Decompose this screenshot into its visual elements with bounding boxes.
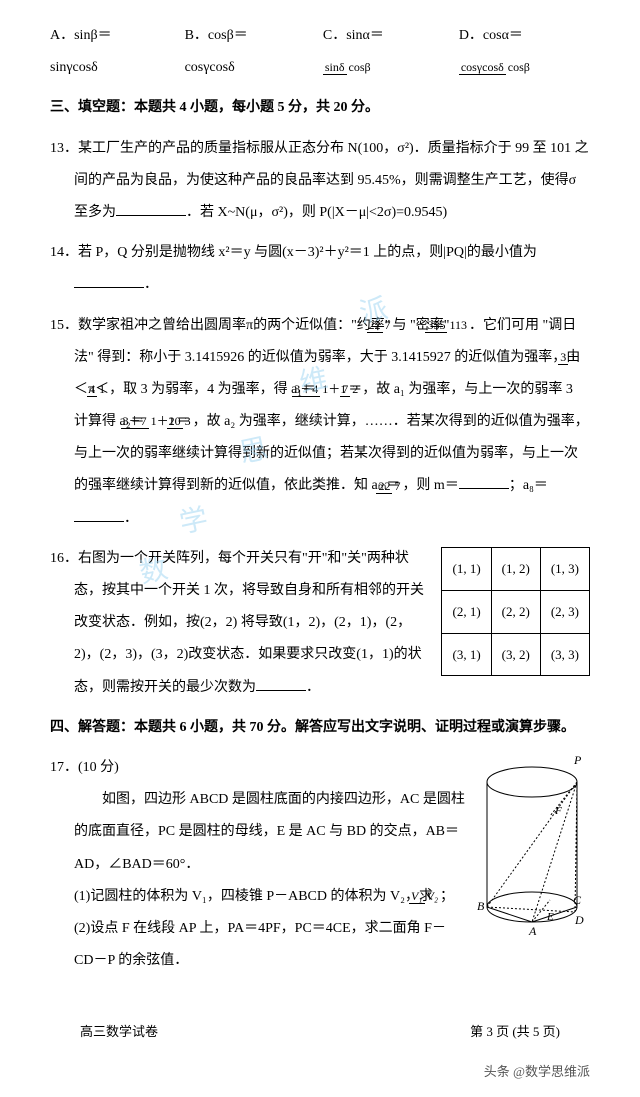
q14: 14．若 P，Q 分别是抛物线 x²＝y 与圆(x－3)²＋y²＝1 上的点，则… xyxy=(50,237,590,301)
svg-text:F: F xyxy=(554,805,562,817)
q12-options: A．sinβ＝sinγcosδ B．cosβ＝cosγcosδ C．sinα＝s… xyxy=(50,20,590,84)
section-3-title: 三、填空题：本题共 4 小题，每小题 5 分，共 20 分。 xyxy=(50,92,590,124)
opt-a: A．sinβ＝sinγcosδ xyxy=(50,20,155,84)
switch-grid: (1, 1)(1, 2)(1, 3) (2, 1)(2, 2)(2, 3) (3… xyxy=(441,547,590,677)
opt-c: C．sinα＝sinδcosβ xyxy=(323,20,429,84)
footer-right: 第 3 页 (共 5 页) xyxy=(470,1017,560,1047)
svg-text:C: C xyxy=(573,893,582,907)
svg-text:B: B xyxy=(477,899,485,913)
attribution: 头条 @数学思维派 xyxy=(50,1057,590,1087)
footer-left: 高三数学试卷 xyxy=(80,1017,158,1047)
svg-text:P: P xyxy=(573,753,582,767)
q17: P A B C D E F 17．(10 分) 如图，四边形 ABCD 是圆柱底… xyxy=(50,752,590,977)
svg-text:E: E xyxy=(546,911,554,923)
q15: 15．数学家祖冲之曾给出圆周率π的两个近似值："约率"227与 "密率"3551… xyxy=(50,310,590,535)
cylinder-figure: P A B C D E F xyxy=(475,752,590,937)
opt-d: D．cosα＝cosγcosδcosβ xyxy=(459,20,590,84)
q13: 13．某工厂生产的产品的质量指标服从正态分布 N(100，σ²)．质量指标介于 … xyxy=(50,133,590,230)
svg-text:A: A xyxy=(528,924,537,937)
svg-text:D: D xyxy=(574,913,584,927)
opt-b: B．cosβ＝cosγcosδ xyxy=(185,20,293,84)
q16: (1, 1)(1, 2)(1, 3) (2, 1)(2, 2)(2, 3) (3… xyxy=(50,543,590,704)
section-4-title: 四、解答题：本题共 6 小题，共 70 分。解答应写出文字说明、证明过程或演算步… xyxy=(50,712,590,744)
page-footer: 高三数学试卷 第 3 页 (共 5 页) xyxy=(50,1017,590,1047)
